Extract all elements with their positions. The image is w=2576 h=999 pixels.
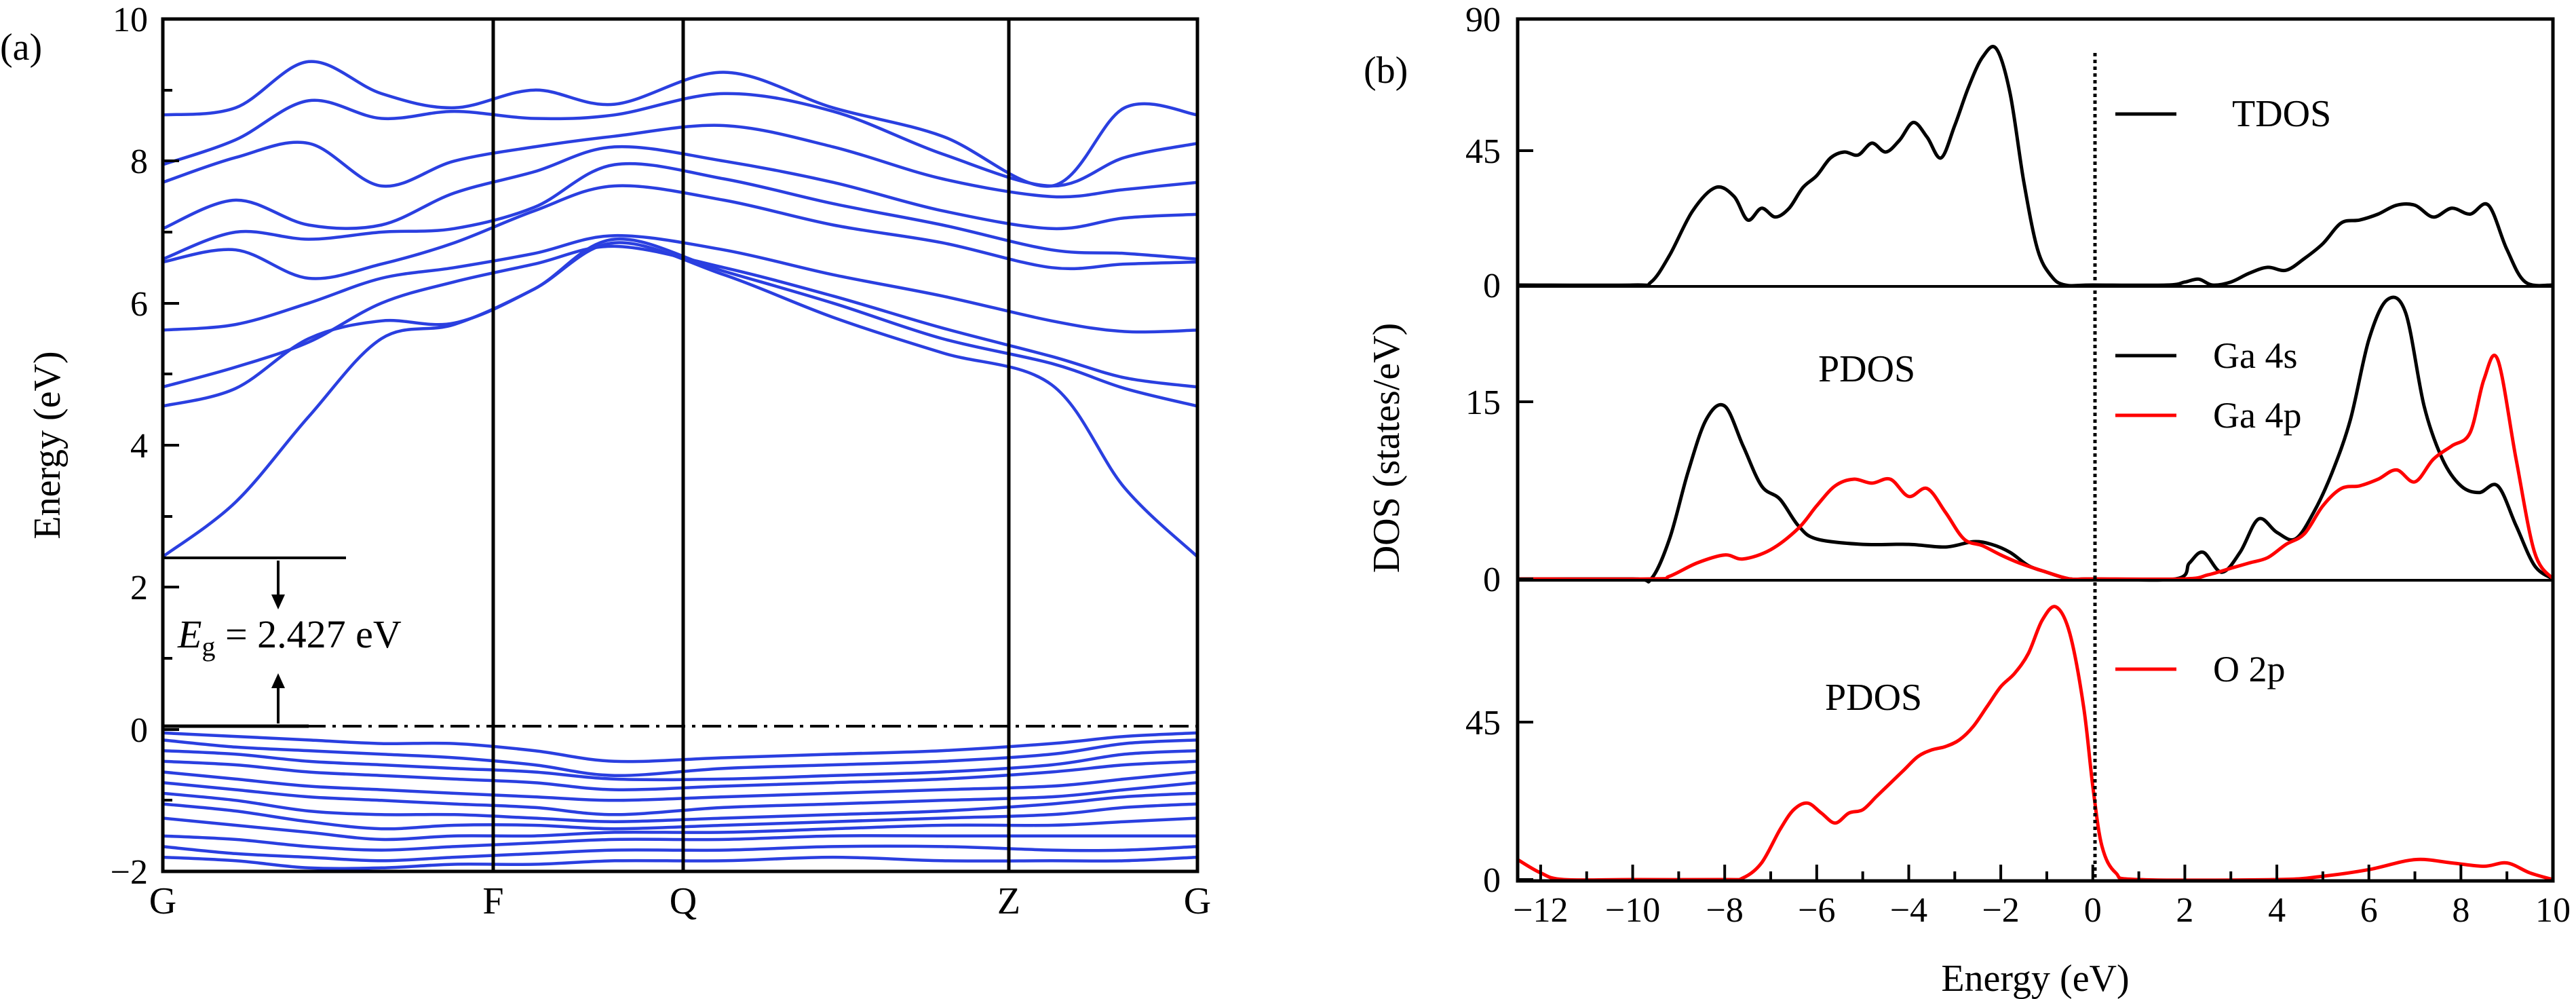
pdos-label-mid: PDOS: [1818, 348, 1915, 390]
conduction-band-line: [162, 145, 1198, 231]
legend-label-ga4s: Ga 4s: [2213, 335, 2297, 376]
dos-ytick-label: 45: [1465, 132, 1501, 171]
band-ytick-label: 8: [130, 143, 148, 181]
valence-band-line: [162, 780, 1198, 816]
dos-ytick-label: 0: [1483, 561, 1501, 599]
band-gap-annotation: Eg = 2.427 eV: [163, 557, 402, 728]
dos-xtick-label: −2: [1982, 891, 2019, 930]
conduction-band-line: [161, 241, 1199, 559]
band-ytick-label: 6: [130, 285, 148, 324]
legend-bot: O 2p: [2115, 649, 2286, 690]
dos-xtick-label: −12: [1513, 891, 1568, 930]
band-ytick-label: −2: [111, 853, 148, 892]
valence-band-line: [162, 759, 1198, 791]
kpoint-label-z: Z: [997, 880, 1020, 922]
valence-band-line: [162, 844, 1198, 863]
conduction-band-line: [162, 92, 1198, 188]
dos-ytick-label: 0: [1483, 267, 1501, 305]
dos-xtick-label: −8: [1706, 891, 1744, 930]
conduction-band-line: [162, 184, 1198, 280]
valence-band-line: [162, 834, 1197, 852]
band-ytick-label: 2: [130, 569, 148, 607]
kpoint-labels: G F Q Z G: [149, 880, 1211, 922]
valence-band-line: [162, 749, 1198, 782]
dos-xtick-label: −6: [1798, 891, 1835, 930]
band-structure-panel: (a) −2 0 2 4 6 8 10 Energ: [0, 1, 1211, 922]
valence-band-line: [162, 770, 1198, 802]
panel-a-label: (a): [0, 26, 42, 69]
dos-xtick-label: 6: [2360, 891, 2378, 930]
band-ylabel: Energy (eV): [26, 351, 69, 539]
band-ytick-label: 0: [130, 711, 148, 750]
band-curves: [161, 60, 1199, 871]
valence-band-line: [162, 738, 1198, 777]
dos-xtick-label: 4: [2268, 891, 2286, 930]
dos-ylabel: DOS (states/eV): [1366, 323, 1408, 573]
dos-yticks: [1518, 18, 1533, 881]
legend-top: TDOS: [2115, 93, 2331, 135]
pdos-label-bot: PDOS: [1825, 677, 1922, 719]
dos-ytick-label: 15: [1465, 383, 1501, 422]
band-gap-label: Eg = 2.427 eV: [177, 612, 402, 662]
dos-xtick-label: 2: [2176, 891, 2193, 930]
dos-series-ga-4s: [1518, 295, 2554, 584]
conduction-band-line: [162, 233, 1198, 334]
kpoint-label-q: Q: [670, 880, 697, 922]
dos-ytick-labels: 90 45 0 15 0 45 0: [1465, 1, 1501, 900]
dos-ytick-label: 90: [1465, 1, 1501, 39]
dos-series-ga-4p: [1517, 354, 2555, 582]
valence-band-line: [162, 855, 1198, 871]
conduction-band-line: [162, 237, 1198, 408]
band-yticks: [163, 18, 179, 873]
dos-plot-frame: [1516, 17, 2555, 883]
band-ytick-labels: −2 0 2 4 6 8 10: [111, 1, 148, 892]
conduction-band-line: [162, 162, 1198, 261]
kpoint-label-g-end: G: [1184, 880, 1211, 922]
legend-label-o2p: O 2p: [2213, 649, 2286, 690]
valence-band-line: [162, 816, 1198, 842]
legend-label-ga4p: Ga 4p: [2213, 395, 2301, 436]
kpoint-label-f: F: [482, 880, 503, 922]
valence-band-line: [162, 731, 1198, 764]
dos-xlabel: Energy (eV): [1941, 958, 2129, 999]
dos-xtick-label: −10: [1605, 891, 1660, 930]
conduction-band-line: [162, 124, 1198, 199]
band-ytick-label: 4: [130, 427, 148, 466]
dos-xticks: −12 −10 −8 −6 −4 −2 0 2 4 6 8 10: [1513, 865, 2571, 930]
kpoint-label-g: G: [149, 880, 176, 922]
dos-curves: [1516, 45, 2555, 882]
dos-series-tdos: [1517, 45, 2554, 288]
dos-xtick-label: −4: [1890, 891, 1927, 930]
valence-band-line: [162, 791, 1198, 823]
dos-xtick-label: 10: [2535, 891, 2571, 930]
conduction-band-line: [162, 244, 1198, 389]
dos-ytick-label: 45: [1465, 704, 1501, 742]
band-ytick-label: 10: [113, 1, 148, 39]
dos-xtick-label: 8: [2452, 891, 2469, 930]
conduction-band-line: [162, 60, 1198, 188]
dos-panel: (b) 90 45 0 15 0 45 0 DOS (states/eV) −1…: [1364, 1, 2571, 999]
dos-series-o-2p: [1516, 605, 2554, 882]
legend-mid: Ga 4s Ga 4p: [2115, 335, 2301, 436]
dos-ytick-label: 0: [1483, 861, 1501, 900]
gap-arrow-down-head: [271, 595, 285, 609]
dos-xtick-label: 0: [2084, 891, 2102, 930]
panel-b-label: (b): [1364, 50, 1408, 92]
valence-band-line: [162, 802, 1198, 831]
legend-label-tdos: TDOS: [2232, 93, 2331, 135]
gap-arrow-up-head: [271, 673, 285, 688]
